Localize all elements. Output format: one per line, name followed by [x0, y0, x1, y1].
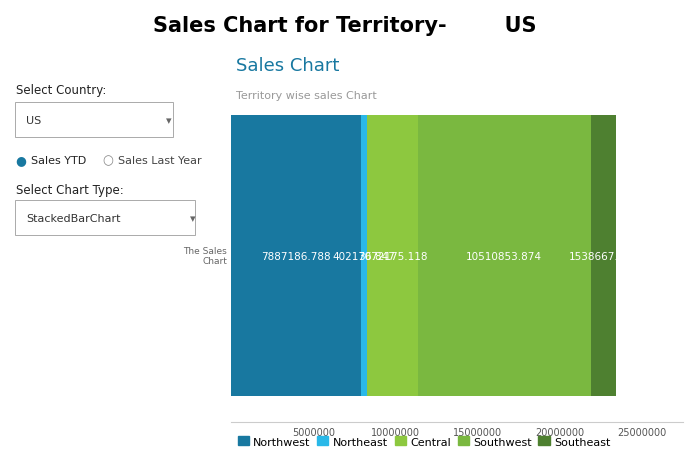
Text: Sales Chart for Territory-        US: Sales Chart for Territory- US — [153, 16, 537, 36]
FancyBboxPatch shape — [14, 200, 195, 236]
Text: 10510853.874: 10510853.874 — [466, 251, 542, 261]
Text: ●: ● — [16, 154, 26, 167]
Bar — [591, 116, 616, 396]
Text: © DotNetCurry.com: © DotNetCurry.com — [321, 187, 485, 206]
Text: ▾: ▾ — [190, 214, 195, 224]
Text: ○: ○ — [103, 154, 113, 167]
Legend: Northwest, Northeast, Central, Southwest, Southeast: Northwest, Northeast, Central, Southwest… — [233, 432, 615, 451]
Text: Territory wise sales Chart: Territory wise sales Chart — [236, 91, 377, 101]
Text: Sales Last Year: Sales Last Year — [118, 156, 201, 166]
Text: 3072175.118: 3072175.118 — [358, 251, 427, 261]
Text: Select Chart Type:: Select Chart Type: — [16, 183, 124, 196]
Text: US: US — [26, 116, 41, 126]
Text: Sales Chart: Sales Chart — [236, 57, 339, 75]
Text: StackedBarChart: StackedBarChart — [26, 214, 121, 224]
Bar — [418, 116, 591, 396]
Text: Select Country:: Select Country: — [16, 84, 106, 96]
Bar — [361, 116, 367, 396]
FancyBboxPatch shape — [14, 102, 173, 138]
Text: 1538667.251: 1538667.251 — [569, 251, 638, 261]
Bar — [367, 116, 418, 396]
Text: 402176.847: 402176.847 — [333, 251, 395, 261]
Bar — [231, 116, 361, 396]
Text: Sales YTD: Sales YTD — [31, 156, 86, 166]
Text: 7887186.788: 7887186.788 — [261, 251, 331, 261]
Text: ▾: ▾ — [166, 116, 171, 126]
